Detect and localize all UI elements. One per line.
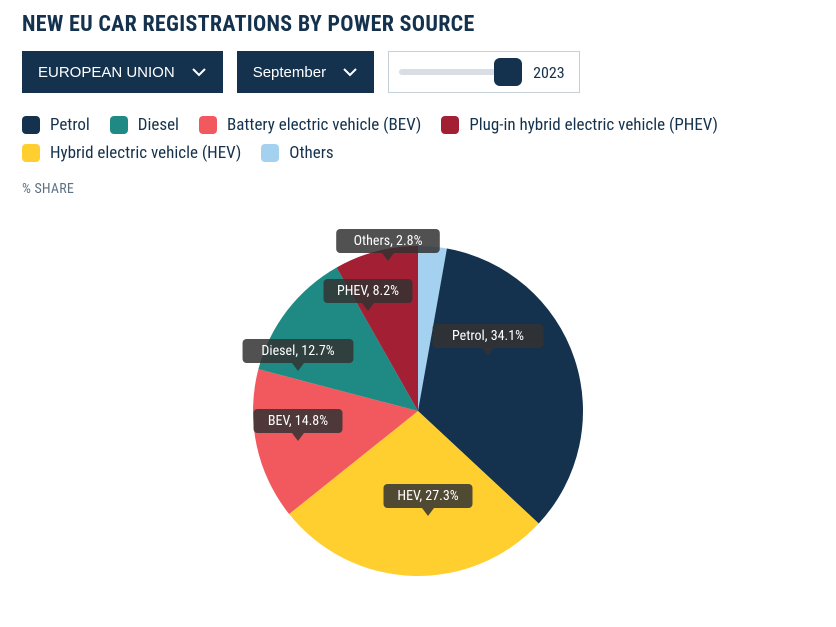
- region-select-label: EUROPEAN UNION: [38, 64, 175, 81]
- svg-text:Petrol, 34.1%: Petrol, 34.1%: [452, 328, 524, 344]
- legend-item-bev[interactable]: Battery electric vehicle (BEV): [199, 115, 421, 135]
- year-slider[interactable]: [399, 69, 517, 75]
- legend-swatch: [22, 144, 40, 162]
- legend-item-phev[interactable]: Plug-in hybrid electric vehicle (PHEV): [441, 115, 718, 135]
- page-title: NEW EU CAR REGISTRATIONS BY POWER SOURCE: [22, 12, 814, 37]
- legend-label: Others: [289, 143, 333, 163]
- chart-subhead: % SHARE: [22, 181, 814, 197]
- svg-text:BEV, 14.8%: BEV, 14.8%: [268, 413, 328, 429]
- chart-legend: Petrol Diesel Battery electric vehicle (BE…: [22, 115, 814, 163]
- year-slider-value: 2023: [533, 63, 565, 82]
- legend-swatch: [22, 116, 40, 134]
- legend-swatch: [110, 116, 128, 134]
- legend-item-hev[interactable]: Hybrid electric vehicle (HEV): [22, 143, 241, 163]
- chevron-down-icon: [191, 64, 207, 80]
- legend-label: Petrol: [50, 115, 90, 135]
- year-slider-thumb[interactable]: [494, 58, 522, 86]
- svg-text:Others, 2.8%: Others, 2.8%: [354, 233, 423, 249]
- legend-item-diesel[interactable]: Diesel: [110, 115, 179, 135]
- svg-text:PHEV, 8.2%: PHEV, 8.2%: [337, 283, 399, 299]
- legend-label: Plug-in hybrid electric vehicle (PHEV): [469, 115, 718, 135]
- legend-item-others[interactable]: Others: [261, 143, 333, 163]
- legend-swatch: [199, 116, 217, 134]
- legend-label: Hybrid electric vehicle (HEV): [50, 143, 241, 163]
- legend-label: Diesel: [138, 115, 179, 135]
- legend-swatch: [261, 144, 279, 162]
- pie-chart: Others, 2.8% Petrol, 34.1% HEV, 27.3% BEV, …: [22, 201, 814, 591]
- month-select[interactable]: September: [237, 51, 374, 93]
- chevron-down-icon: [342, 64, 358, 80]
- legend-swatch: [441, 116, 459, 134]
- month-select-label: September: [253, 64, 326, 81]
- controls-bar: EUROPEAN UNION September 2023: [22, 51, 814, 93]
- region-select[interactable]: EUROPEAN UNION: [22, 51, 223, 93]
- year-slider-container: 2023: [388, 51, 580, 93]
- legend-label: Battery electric vehicle (BEV): [227, 115, 421, 135]
- legend-item-petrol[interactable]: Petrol: [22, 115, 90, 135]
- svg-text:HEV, 27.3%: HEV, 27.3%: [397, 488, 458, 504]
- svg-text:Diesel, 12.7%: Diesel, 12.7%: [261, 343, 334, 359]
